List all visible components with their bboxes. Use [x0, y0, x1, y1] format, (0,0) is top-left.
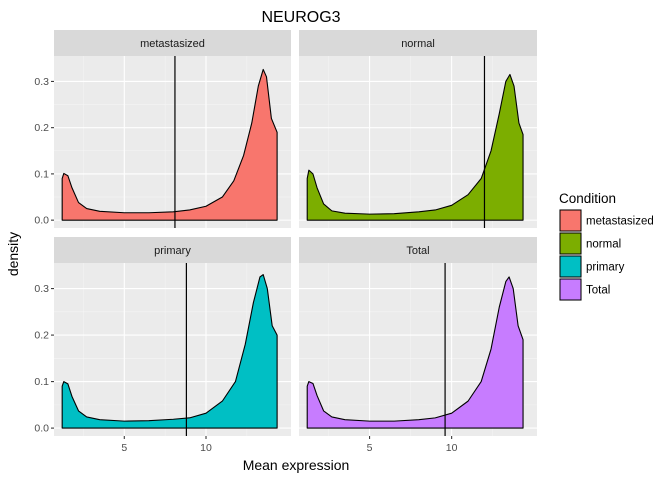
facet-strip-label: metastasized [140, 38, 205, 50]
legend-label: primary [586, 262, 625, 274]
facet-strip-label: normal [401, 38, 435, 50]
facet-strip-label: Total [406, 245, 429, 257]
legend-swatch [559, 255, 582, 278]
facet-panel-metastasized: metastasized 0.0 0.1 0.2 0.3 [34, 30, 291, 228]
density-area-normal [306, 73, 524, 221]
legend-item-normal: normal [559, 232, 621, 255]
x-axis-title: Mean expression [243, 457, 350, 473]
x-tick-label: 5 [121, 442, 127, 454]
legend-swatch [559, 278, 582, 301]
facet-strip [299, 30, 537, 56]
y-tick-label: 0.2 [34, 330, 49, 342]
legend-item-metastasized: metastasized [559, 209, 654, 232]
y-tick-label: 0.3 [34, 76, 49, 88]
legend-item-total: Total [559, 278, 610, 301]
y-tick-label: 0.1 [34, 376, 49, 388]
y-tick-label: 0.0 [34, 215, 49, 227]
x-tick-label: 10 [200, 442, 212, 454]
chart-title: NEUROG3 [261, 9, 340, 26]
legend-swatch [559, 232, 582, 255]
legend-title: Condition [559, 191, 616, 206]
y-tick-label: 0.0 [34, 423, 49, 435]
facet-strip-label: primary [154, 245, 191, 257]
facet-panel-normal: normal [299, 30, 537, 228]
facet-strip [299, 237, 537, 263]
legend-swatch [559, 209, 582, 232]
facet-panel-total: Total 5 10 [299, 237, 537, 454]
facet-strip [54, 30, 291, 56]
legend-label: Total [586, 285, 610, 297]
y-axis-title: density [5, 232, 21, 276]
x-tick-label: 5 [367, 442, 373, 454]
legend-label: metastasized [586, 216, 654, 228]
facet-panels: metastasized 0.0 0.1 0.2 0.3 normal primary 0.0… [34, 30, 537, 454]
density-area-primary [61, 274, 278, 429]
facet-strip [54, 237, 291, 263]
legend: Condition metastasized normal primary Total [559, 191, 654, 301]
x-tick-label: 10 [446, 442, 458, 454]
y-tick-label: 0.2 [34, 122, 49, 134]
y-tick-label: 0.1 [34, 168, 49, 180]
density-area-total [306, 276, 524, 429]
y-tick-label: 0.3 [34, 283, 49, 295]
legend-label: normal [586, 239, 621, 251]
facet-panel-primary: primary 0.0 0.1 0.2 0.3 5 10 [34, 237, 291, 454]
density-area-metastasized [61, 68, 278, 221]
legend-item-primary: primary [559, 255, 625, 278]
